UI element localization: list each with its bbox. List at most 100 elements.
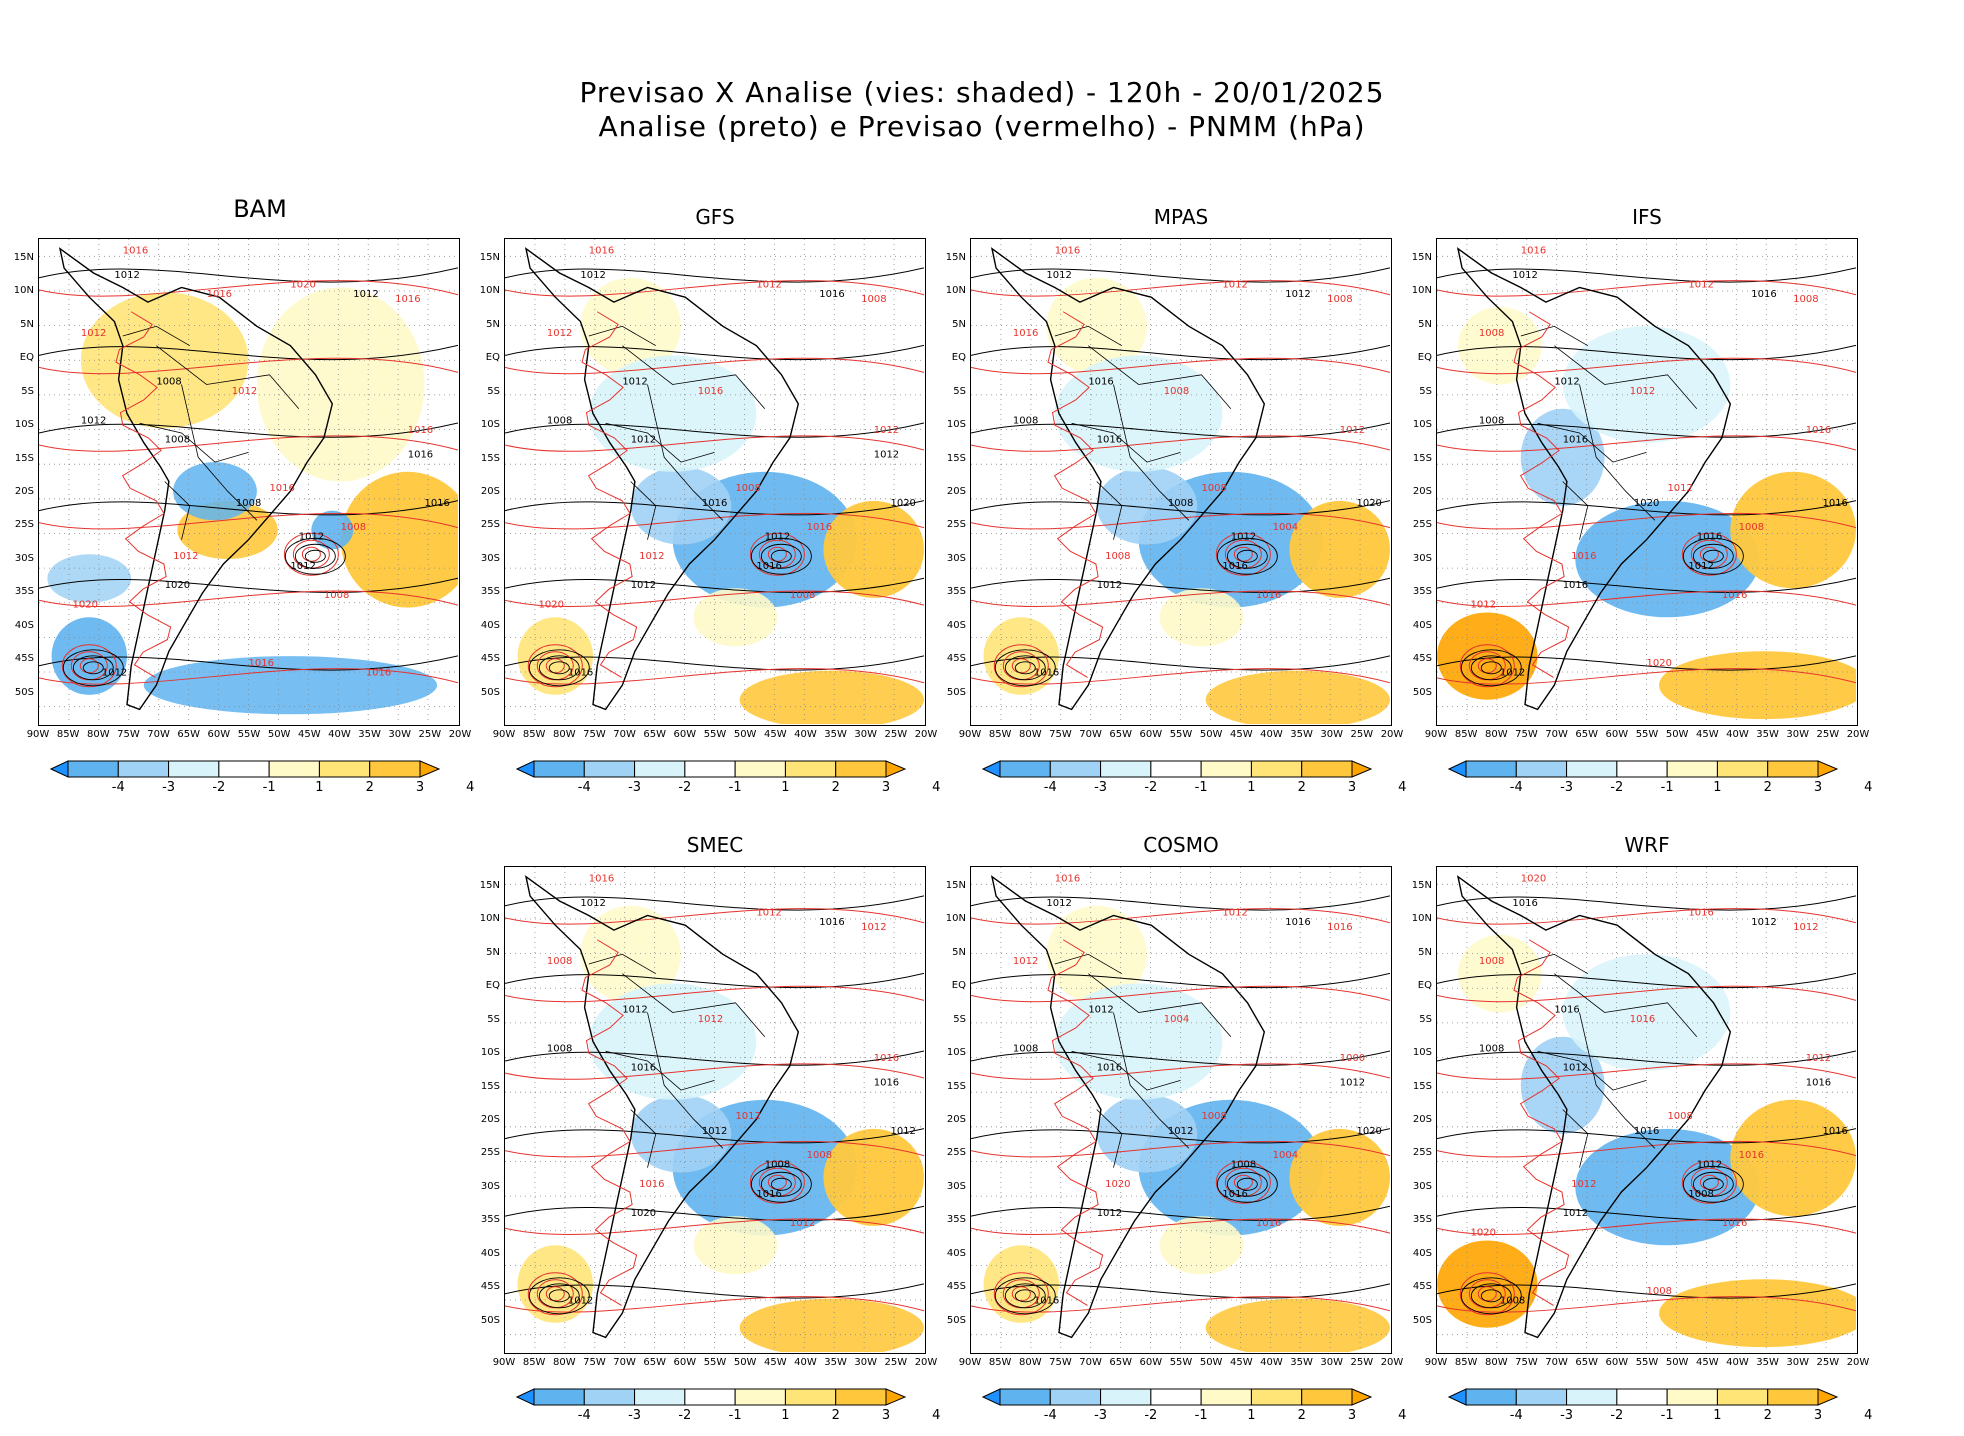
- analysis-contour-label: 1020: [1356, 1126, 1381, 1137]
- forecast-contour-label: 1016: [1055, 874, 1080, 885]
- analysis-contour-label: 1012: [765, 532, 790, 543]
- colorbar-bin: [1200, 1388, 1252, 1406]
- forecast-contour-label: 1012: [1667, 483, 1692, 494]
- country-border: [1562, 1109, 1589, 1168]
- bias-shading: [1205, 670, 1390, 724]
- colorbar-bin: [218, 760, 270, 778]
- forecast-isobar: [505, 985, 924, 1003]
- colorbar-bin: [1465, 760, 1517, 778]
- analysis-isobar: [505, 422, 924, 438]
- analysis-contour-label: 1020: [631, 1208, 656, 1219]
- analysis-contour-label: 1012: [568, 1296, 593, 1307]
- colorbar-bin: [1616, 760, 1668, 778]
- forecast-isobar: [971, 1296, 1390, 1313]
- colorbar-bin: [1767, 1388, 1819, 1406]
- forecast-contour-label: 1016: [269, 483, 294, 494]
- forecast-isobar: [505, 1296, 924, 1313]
- forecast-isobar: [1437, 590, 1856, 608]
- forecast-contour-label: 1016: [249, 658, 274, 669]
- analysis-contour-label: 1012: [1046, 270, 1071, 281]
- map-canvas: 1012 1016 1012 1008 1016 1020 1016 1012 1016 1016…: [1437, 239, 1856, 724]
- colorbar-tick-label: -1: [262, 780, 276, 795]
- longitude-tick-label: 40W: [1726, 729, 1749, 740]
- longitude-tick-label: 50W: [1199, 729, 1223, 740]
- bias-shading: [1575, 500, 1760, 618]
- analysis-isobar: [1437, 500, 1856, 516]
- analysis-contour-label: 1016: [408, 449, 433, 460]
- andes-forecast-contours: [581, 939, 638, 1306]
- latitude-tick-label: 20S: [480, 1114, 500, 1125]
- colorbar-bin: [583, 1388, 636, 1406]
- latitude-tick-label: 30S: [946, 552, 966, 564]
- analysis-low-contour: [1460, 1277, 1522, 1315]
- analysis-contour-label: 1012: [1512, 270, 1537, 281]
- forecast-contour-label: 1012: [874, 425, 899, 436]
- latitude-tick-label: 15S: [946, 1080, 966, 1092]
- analysis-contour-label: 1016: [1088, 377, 1113, 388]
- longitude-tick-label: 70W: [1545, 1357, 1568, 1368]
- latitude-tick-label: 5N: [952, 318, 966, 330]
- colorbar-tick-label: -3: [162, 780, 176, 795]
- forecast-isobar: [1437, 1140, 1856, 1158]
- colorbar-min-arrow: [1447, 1388, 1467, 1406]
- country-border: [630, 481, 657, 540]
- colorbar-bin: [1250, 760, 1303, 778]
- analysis-low-contour: [1682, 537, 1744, 575]
- longitude-tick-label: 55W: [703, 1357, 727, 1368]
- analysis-contour-label: 1012: [1340, 1077, 1365, 1088]
- latitude-tick-label: EQ: [951, 352, 966, 364]
- colorbar-max-arrow: [1817, 760, 1839, 778]
- colorbar-bin: [168, 760, 220, 778]
- latitude-tick-label: 10N: [13, 285, 34, 297]
- analysis-contour-label: 1016: [1634, 1126, 1659, 1137]
- longitude-tick-label: 80W: [1484, 1357, 1508, 1368]
- colorbar-max-arrow: [1351, 760, 1373, 778]
- forecast-isobar: [971, 1063, 1390, 1080]
- colorbar-bin: [835, 760, 887, 778]
- country-border: [181, 384, 258, 521]
- coastline: [58, 247, 334, 711]
- analysis-isobar: [1437, 1205, 1856, 1221]
- colorbar-tick-label: -4: [1043, 1408, 1057, 1423]
- forecast-contour-label: 1008: [1793, 294, 1818, 305]
- latitude-tick-label: 20S: [14, 486, 34, 497]
- longitude-tick-label: 65W: [1109, 729, 1133, 740]
- bias-shading: [340, 471, 458, 608]
- figure-title-line2: Analise (preto) e Previsao (vermelho) - …: [598, 110, 1366, 143]
- longitude-tick-label: 55W: [703, 729, 727, 740]
- panel-title: GFS: [695, 205, 735, 229]
- latitude-tick-label: 50S: [1412, 1314, 1432, 1326]
- forecast-contour-label: 1016: [207, 289, 232, 300]
- colorbar-tick-label: -4: [577, 780, 591, 795]
- latitude-tick-label: 5S: [487, 385, 500, 397]
- forecast-contour-label: 1020: [1647, 658, 1672, 669]
- latitude-tick-label: 25S: [480, 1147, 500, 1159]
- analysis-contour-label: 1012: [1046, 898, 1071, 909]
- colorbar-tick-label: -2: [678, 780, 692, 795]
- forecast-isobar: [39, 280, 458, 297]
- colorbar-tick-label: -2: [1610, 780, 1624, 795]
- analysis-isobar: [505, 655, 924, 671]
- analysis-isobar: [1437, 422, 1856, 438]
- forecast-low-contour: [1011, 658, 1031, 674]
- colorbar-tick-label: 2: [1297, 1408, 1306, 1423]
- analysis-contour-label: 1008: [1013, 415, 1038, 426]
- latitude-tick-label: 10N: [1411, 285, 1432, 297]
- longitude-tick-label: 55W: [237, 729, 261, 740]
- forecast-isobar: [505, 1140, 924, 1158]
- longitude-tick-label: 45W: [763, 729, 787, 740]
- analysis-contour-label: 1008: [1231, 1160, 1256, 1171]
- colorbar-bin: [533, 1388, 585, 1406]
- latitude-tick-label: 10S: [1412, 1047, 1432, 1059]
- latitude-tick-label: 5N: [952, 946, 966, 958]
- analysis-contour-label: 1008: [765, 1160, 790, 1171]
- analysis-low-contour: [1470, 655, 1512, 681]
- colorbar: [515, 1388, 910, 1410]
- longitude-tick-label: 60W: [673, 729, 697, 740]
- colorbar-bin: [1250, 1388, 1303, 1406]
- bias-shading: [256, 287, 425, 482]
- colorbar-bin: [1515, 760, 1568, 778]
- analysis-contour-label: 1016: [702, 498, 727, 509]
- map-area: 1016 1012 1016 1008 1012 1016 1012 1008 1016 1012…: [1436, 866, 1858, 1354]
- analysis-contour-label: 1020: [165, 580, 190, 591]
